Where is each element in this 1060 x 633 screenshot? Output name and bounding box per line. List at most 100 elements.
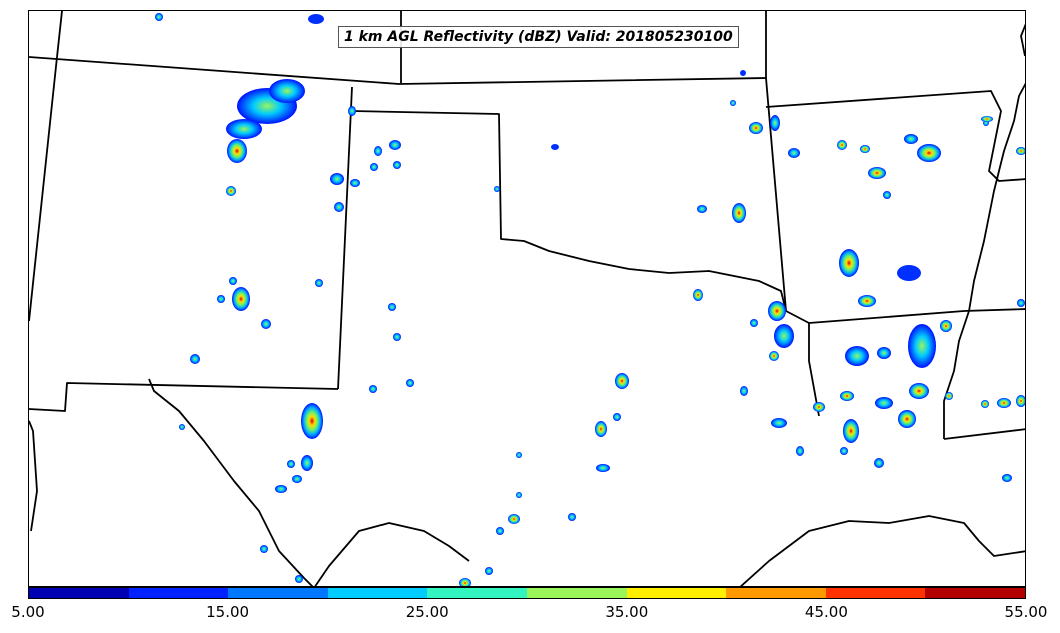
echo-cell [732,203,746,223]
boundary-ms-la [943,428,1025,440]
colorbar-tick-label: 5.00 [11,603,45,621]
echo-cell [837,140,847,150]
echo-cell [981,116,993,122]
echo-cell [697,205,707,213]
boundary-east-ms [1020,23,1025,57]
map-title: 1 km AGL Reflectivity (dBZ) Valid: 20180… [338,26,739,48]
echo-cell [301,455,313,471]
echo-cell [860,145,870,153]
echo-cell [308,14,324,24]
echo-cell [406,379,414,387]
echo-cell [613,413,621,421]
echo-cell [350,179,360,187]
echo-cell [908,324,936,368]
boundary-texas [148,378,314,586]
echo-cell [740,70,746,76]
echo-cell [595,421,607,437]
echo-cell [940,320,952,332]
echo-cell [883,191,891,199]
colorbar-segment [825,588,926,598]
boundary-left-coast [29,420,38,532]
colorbar-segment [726,588,826,598]
echo-cell [839,249,859,277]
echo-cell [516,452,522,458]
echo-cell [843,419,859,443]
echo-cell [190,354,200,364]
echo-cell [917,144,941,162]
echo-cell [898,410,916,428]
boundary-co-nm-line [29,56,767,85]
colorbar-tick-label: 45.00 [804,603,848,621]
boundary-tx-gulf [314,522,470,586]
echo-cell [494,186,500,192]
echo-cell [813,402,825,412]
echo-cell [875,397,893,409]
echo-cell [315,279,323,287]
echo-cell [496,527,504,535]
boundary-nm-tx-south [29,382,339,412]
echo-cell [388,303,396,311]
echo-cell [1017,299,1025,307]
map-frame: 1 km AGL Reflectivity (dBZ) Valid: 20180… [28,10,1026,587]
boundary-ok-north [351,110,787,312]
echo-cell [840,447,848,455]
echo-cell [301,403,323,439]
echo-cell [393,333,401,341]
echo-cell [485,567,493,575]
boundary-mo-ar [765,90,1025,182]
boundary-la-coast [739,515,1025,586]
echo-cell [370,163,378,171]
echo-cell [374,146,382,156]
echo-cell [768,301,786,321]
echo-cell [909,383,929,399]
echo-cell [393,161,401,169]
colorbar [28,587,1026,599]
colorbar-segment [427,588,527,598]
echo-cell [749,122,763,134]
echo-cell [232,287,250,311]
echo-cell [868,167,886,179]
echo-cell [516,492,522,498]
echo-cell [596,464,610,472]
echo-cell [269,79,305,103]
echo-cell [874,458,884,468]
colorbar-tick-label: 55.00 [1004,603,1048,621]
echo-cell [877,347,891,359]
echo-cell [287,460,295,468]
echo-cell [369,385,377,393]
echo-cell [227,139,247,163]
echo-cell [904,134,918,144]
echo-cell [997,398,1011,408]
echo-cell [295,575,303,583]
echo-cell [155,13,163,21]
boundary-ks-ok-east [765,77,787,312]
echo-cell [275,485,287,493]
echo-cell [260,545,268,553]
echo-cell [217,295,225,303]
echo-cell [945,392,953,400]
echo-cell [770,115,780,131]
colorbar-segment [128,588,229,598]
colorbar-tick-label: 15.00 [206,603,250,621]
echo-cell [840,391,854,401]
boundary-co-ks-west [56,11,63,58]
colorbar-tick-label: 35.00 [605,603,649,621]
echo-cell [348,106,356,116]
echo-cell [858,295,876,307]
echo-cell [788,148,800,158]
echo-cell [568,513,576,521]
echo-cell [750,319,758,327]
echo-cell [551,144,559,150]
echo-cell [508,514,520,524]
echo-cell [226,186,236,196]
echo-cell [229,277,237,285]
echo-cell [693,289,703,301]
echo-cell [459,578,471,586]
radar-echoes [155,13,1025,586]
echo-cell [981,400,989,408]
echo-cell [330,173,344,185]
colorbar-segment [526,588,627,598]
echo-cell [179,424,185,430]
colorbar-segment [626,588,727,598]
echo-cell [292,475,302,483]
